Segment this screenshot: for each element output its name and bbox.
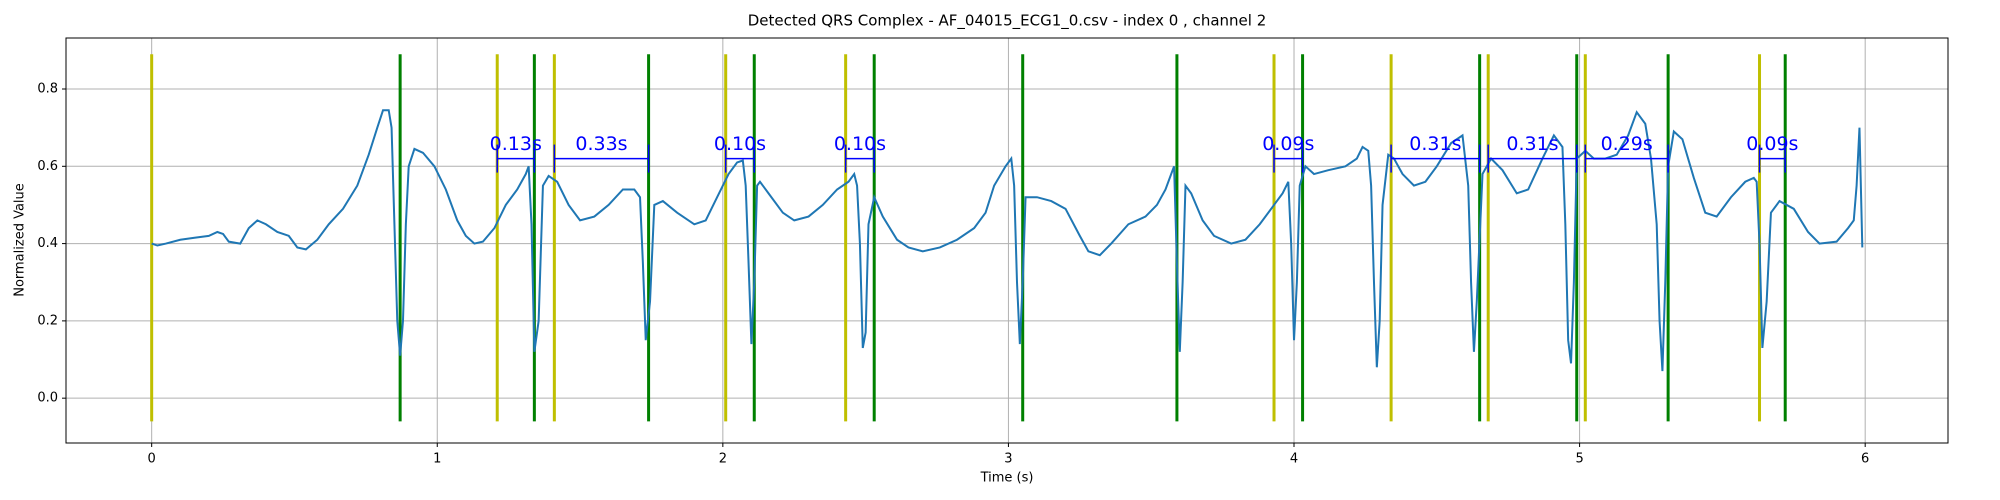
signal-line <box>151 109 1864 372</box>
interval-label: 0.09s <box>1262 133 1314 155</box>
x-axis-label: Time (s) <box>980 471 1034 486</box>
y-tick-label: 0.4 <box>37 236 58 251</box>
interval-label: 0.31s <box>1506 133 1558 155</box>
interval-label: 0.09s <box>1746 133 1798 155</box>
x-tick-label: 5 <box>1575 452 1583 467</box>
x-tick-label: 0 <box>148 452 156 467</box>
x-tick-label: 3 <box>1004 452 1012 467</box>
x-tick-label: 1 <box>433 452 441 467</box>
y-tick-label: 0.2 <box>37 313 58 328</box>
interval-label: 0.29s <box>1601 133 1653 155</box>
x-tick-label: 2 <box>719 452 727 467</box>
chart-title: Detected QRS Complex - AF_04015_ECG1_0.c… <box>748 12 1267 31</box>
interval-label: 0.13s <box>490 133 542 155</box>
y-tick-label: 0.6 <box>37 159 58 174</box>
plot-frame <box>65 37 1949 444</box>
interval-label: 0.33s <box>575 133 627 155</box>
y-axis-label: Normalized Value <box>13 183 28 297</box>
interval-label: 0.31s <box>1409 133 1461 155</box>
x-tick-label: 6 <box>1861 452 1869 467</box>
y-tick-label: 0.0 <box>37 391 58 406</box>
x-tick-label: 4 <box>1290 452 1298 467</box>
interval-label: 0.10s <box>834 133 886 155</box>
interval-label: 0.10s <box>714 133 766 155</box>
y-tick-label: 0.8 <box>37 82 58 97</box>
